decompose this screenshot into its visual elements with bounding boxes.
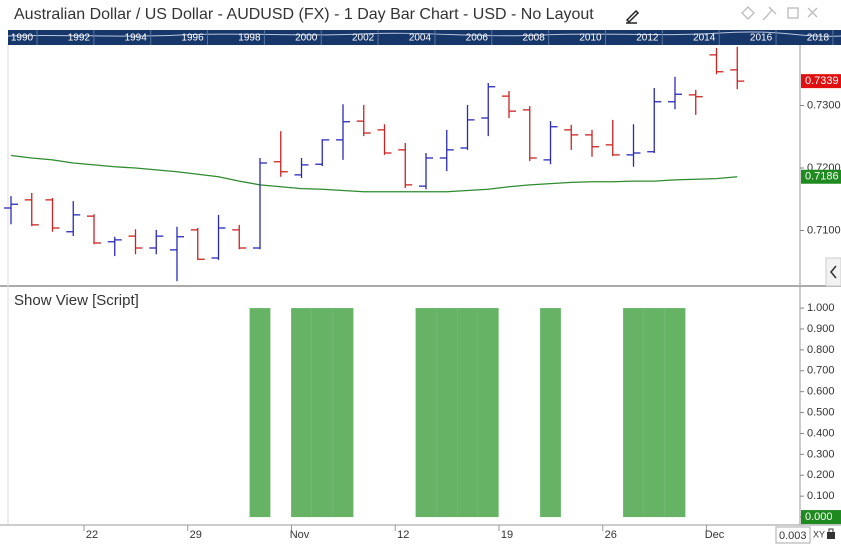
x-tick-label: Nov	[290, 529, 310, 541]
bar	[540, 308, 561, 518]
x-tick-label: 26	[605, 529, 617, 541]
y-tick-label: 0.300	[807, 448, 835, 460]
bar	[664, 308, 686, 518]
price-marker	[801, 169, 841, 184]
edit-icon[interactable]	[625, 9, 640, 24]
x-tick-label: 19	[501, 529, 513, 541]
y-tick-label: 1.000	[807, 302, 835, 314]
y-tick-label: 0.600	[807, 386, 835, 398]
price-marker	[801, 510, 841, 525]
pane-title: Show View [Script]	[14, 292, 139, 309]
window-icons[interactable]	[741, 6, 818, 21]
x-tick-label: 12	[397, 529, 409, 541]
y-tick-label: 0.200	[807, 469, 835, 481]
y-tick-label: 0.100	[807, 490, 835, 502]
navigator-year: 2016	[750, 33, 773, 44]
navigator-year: 2018	[807, 33, 830, 44]
price-marker-label: 0.000	[805, 511, 833, 523]
y-tick-label: 0.400	[807, 427, 835, 439]
navigator-year: 2010	[579, 33, 602, 44]
navigator-labels: 1990 1992 1994 1996 1998 2000 2002 2004 2006 2008…	[11, 30, 834, 45]
bar	[291, 308, 312, 518]
navigator-year: 2012	[636, 33, 659, 44]
y-tick-label: 0.700	[807, 365, 835, 377]
navigator-year: 1990	[11, 33, 34, 44]
navigator-year: 2000	[295, 33, 318, 44]
bar	[415, 308, 437, 518]
navigator-year: 2004	[409, 33, 432, 44]
navigator-year: 2006	[466, 33, 489, 44]
bar	[311, 308, 333, 518]
navigator-year: 2014	[693, 33, 716, 44]
navigator-year: 1998	[238, 33, 261, 44]
price-marker-label: 0.7339	[805, 75, 839, 87]
xy-button[interactable]: XY	[813, 529, 825, 539]
bar	[643, 308, 665, 518]
bar	[436, 308, 458, 518]
x-tick-label: 22	[86, 529, 98, 541]
bar	[457, 308, 478, 518]
bar	[623, 308, 644, 518]
scale-input-text: 0.003	[779, 530, 807, 542]
navigator-line	[7, 31, 841, 37]
bar	[477, 308, 499, 518]
price-marker	[801, 74, 841, 89]
moving-average	[10, 154, 738, 193]
y-tick-label: 0.7300	[807, 99, 841, 111]
collapse-button[interactable]	[825, 257, 841, 287]
y-tick-label: 0.7100	[807, 224, 841, 236]
navigator-year: 2008	[523, 33, 546, 44]
price-marker-label: 0.7186	[805, 171, 839, 183]
y-tick-label: 0.500	[807, 406, 835, 418]
y-tick-label: 0.900	[807, 323, 835, 335]
navigator-year: 1996	[181, 33, 204, 44]
navigator-year: 1992	[68, 33, 91, 44]
y-tick-label: 0.800	[807, 344, 835, 356]
lock-icon[interactable]	[827, 528, 835, 539]
bar	[249, 308, 271, 518]
x-tick-label: Dec	[705, 529, 725, 541]
scale-input[interactable]	[775, 526, 811, 544]
chart-title: Australian Dollar / US Dollar - AUDUSD (…	[14, 6, 594, 23]
x-tick-label: 29	[190, 529, 202, 541]
navigator-year: 1994	[125, 33, 148, 44]
bar	[332, 308, 354, 518]
navigator-year: 2002	[352, 33, 375, 44]
